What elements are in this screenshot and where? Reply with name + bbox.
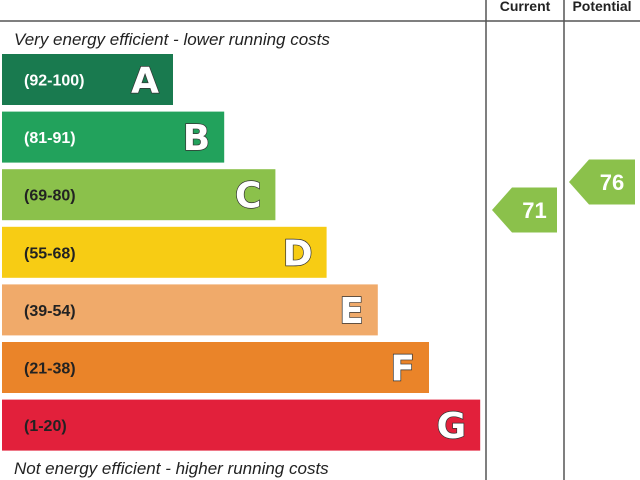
band-d: (55-68) D xyxy=(2,226,327,278)
potential-column-header: Potential xyxy=(572,0,631,14)
band-f-letter: F xyxy=(390,349,415,390)
current-rating-marker: 71 xyxy=(492,187,557,233)
rating-bands: (92-100) A (81-91) B (69-80) C (55-68) D (39-54)… xyxy=(2,54,481,451)
band-d-bar xyxy=(2,226,327,278)
band-e: (39-54) E xyxy=(2,284,378,336)
band-f-bar xyxy=(2,342,429,393)
potential-rating-marker-value: 76 xyxy=(600,170,624,195)
band-g-letter: G xyxy=(437,406,467,447)
band-a-bar xyxy=(2,54,173,105)
current-column-header: Current xyxy=(500,0,551,14)
band-e-letter: E xyxy=(339,291,364,332)
band-b: (81-91) B xyxy=(2,111,225,163)
band-g: (1-20) G xyxy=(2,399,481,451)
band-f-range: (21-38) xyxy=(24,361,76,378)
current-rating-marker-shape xyxy=(492,187,557,233)
band-a-range: (92-100) xyxy=(24,73,84,90)
band-a: (92-100) A xyxy=(2,54,173,105)
top-caption: Very energy efficient - lower running co… xyxy=(14,30,330,49)
bottom-caption: Not energy efficient - higher running co… xyxy=(14,459,329,478)
band-c-range: (69-80) xyxy=(24,188,76,205)
band-b-letter: B xyxy=(183,118,210,159)
potential-rating-marker-shape xyxy=(569,159,635,205)
band-c-letter: C xyxy=(235,176,261,217)
band-e-bar xyxy=(2,284,378,336)
potential-rating-marker: 76 xyxy=(569,159,635,205)
band-a-letter: A xyxy=(131,61,159,102)
band-c: (69-80) C xyxy=(2,169,276,221)
band-d-letter: D xyxy=(283,233,313,274)
band-e-range: (39-54) xyxy=(24,303,76,320)
band-b-bar xyxy=(2,111,225,163)
band-b-range: (81-91) xyxy=(24,130,76,147)
band-c-bar xyxy=(2,169,276,221)
band-f: (21-38) F xyxy=(2,342,429,393)
band-d-range: (55-68) xyxy=(24,245,76,262)
current-rating-marker-value: 71 xyxy=(522,198,546,223)
band-g-range: (1-20) xyxy=(24,418,67,435)
rating-markers: 71 76 xyxy=(492,159,635,233)
band-g-bar xyxy=(2,399,481,451)
